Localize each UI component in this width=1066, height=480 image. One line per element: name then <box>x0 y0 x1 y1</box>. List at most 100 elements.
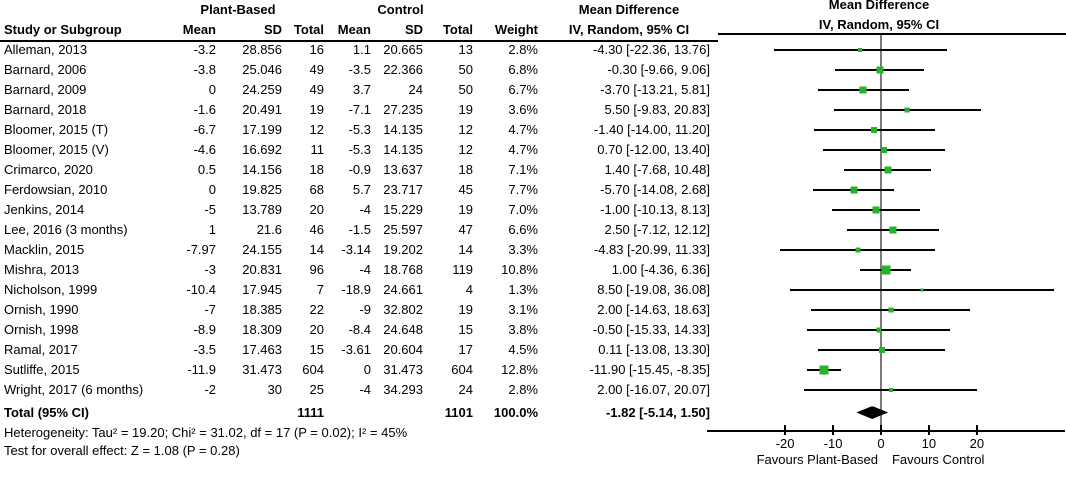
weight: 6.6% <box>508 222 538 237</box>
column-header-ci-text: IV, Random, 95% CI <box>568 22 690 37</box>
x-axis: -20 -10 0 10 20 Favours Plant-Based Favours Co… <box>707 425 1066 475</box>
c-sd: 34.293 <box>383 382 423 397</box>
effect-marker <box>881 147 888 153</box>
c-total: 12 <box>458 122 473 137</box>
axis-tick-label: 0 <box>877 436 885 451</box>
axis-tick-label: 20 <box>969 436 985 451</box>
c-sd: 20.604 <box>383 342 423 357</box>
heterogeneity-note: Heterogeneity: Tau² = 19.20; Chi² = 31.0… <box>4 425 408 440</box>
pb-sd: 30 <box>267 382 282 397</box>
effect-marker <box>819 365 829 375</box>
pb-total: 15 <box>309 342 324 357</box>
pb-total: 11 <box>310 142 325 157</box>
weight: 3.6% <box>508 102 538 117</box>
total-c-n: 1101 <box>444 405 473 420</box>
spacer <box>475 0 540 20</box>
spacer <box>373 403 425 422</box>
spacer <box>218 403 284 422</box>
c-total: 604 <box>451 362 473 377</box>
c-sd: 15.229 <box>383 202 423 217</box>
study-row: Sutliffe, 2015 -11.9 31.473 604 0 31.473 604 12… <box>0 360 1066 380</box>
weight: 2.8% <box>508 382 538 397</box>
plot-cell <box>718 200 1066 220</box>
c-total: 18 <box>458 162 473 177</box>
pb-mean: -7 <box>204 302 216 317</box>
c-total: 50 <box>458 62 473 77</box>
weight: 4.7% <box>508 142 538 157</box>
total-plot-cell <box>718 403 1066 422</box>
column-header-weight: Weight <box>494 22 538 37</box>
spacer <box>0 0 150 20</box>
study-name: Ornish, 1998 <box>4 322 79 337</box>
pb-mean: 0.5 <box>197 162 216 177</box>
c-total: 17 <box>458 342 473 357</box>
weight: 4.7% <box>508 122 538 137</box>
column-header-c-total: Total <box>442 22 473 37</box>
c-sd: 25.597 <box>383 222 423 237</box>
effect-marker <box>888 388 893 392</box>
pb-mean: -4.6 <box>193 142 216 157</box>
study-row: Jenkins, 2014 -5 13.789 20 -4 15.229 19 7.0% -1.… <box>0 200 1066 220</box>
study-row: Barnard, 2006 -3.8 25.046 49 -3.5 22.366 50 6.8… <box>0 60 1066 80</box>
total-ci-text: -1.82 [-5.14, 1.50] <box>605 405 710 420</box>
ci-text: -4.83 [-20.99, 11.33] <box>593 242 710 257</box>
c-total: 19 <box>458 302 473 317</box>
pb-sd: 24.155 <box>242 242 282 257</box>
ci-text: 5.50 [-9.83, 20.83] <box>604 102 710 117</box>
ci-text: 2.00 [-14.63, 18.63] <box>597 302 710 317</box>
c-total: 24 <box>458 382 473 397</box>
effect-marker <box>855 247 861 253</box>
pb-sd: 14.156 <box>242 162 282 177</box>
zero-line <box>880 35 882 430</box>
c-mean: -8.4 <box>348 322 371 337</box>
pb-mean: 0 <box>208 82 216 97</box>
c-sd: 20.665 <box>383 42 423 57</box>
column-header-c-sd: SD <box>404 22 423 37</box>
total-weight: 100.0% <box>493 405 538 420</box>
c-mean: -3.5 <box>348 62 371 77</box>
total-pb-n: 1111 <box>297 405 324 420</box>
effect-marker <box>884 166 892 174</box>
c-sd: 24.648 <box>383 322 423 337</box>
study-row: Bloomer, 2015 (V) -4.6 16.692 11 -5.3 14.135 1… <box>0 140 1066 160</box>
pb-total: 25 <box>309 382 324 397</box>
pb-sd: 16.692 <box>242 142 282 157</box>
c-total: 50 <box>458 82 473 97</box>
weight: 7.0% <box>508 202 538 217</box>
study-rows: Alleman, 2013 -3.2 28.856 16 1.1 20.665 13 2.8%… <box>0 40 1066 400</box>
weight: 6.7% <box>508 82 538 97</box>
weight: 12.8% <box>501 362 538 377</box>
pb-sd: 17.199 <box>242 122 282 137</box>
pb-total: 49 <box>309 62 324 77</box>
plot-cell <box>718 180 1066 200</box>
plot-cell <box>718 300 1066 320</box>
c-sd: 22.366 <box>383 62 423 77</box>
total-row: Total (95% CI) 1111 1101 100.0% -1.82 [-… <box>0 403 1066 422</box>
plot-cell <box>718 360 1066 380</box>
c-mean: -1.5 <box>348 222 371 237</box>
c-sd: 24 <box>408 82 423 97</box>
ci-text: 0.70 [-12.00, 13.40] <box>597 142 710 157</box>
pb-mean: -6.7 <box>193 122 216 137</box>
weight: 10.8% <box>501 262 538 277</box>
c-sd: 31.473 <box>383 362 423 377</box>
pb-total: 20 <box>309 322 324 337</box>
pb-sd: 18.309 <box>242 322 282 337</box>
pb-mean: -3.5 <box>193 342 216 357</box>
pb-sd: 24.259 <box>242 82 282 97</box>
study-name: Nicholson, 1999 <box>4 282 98 297</box>
plot-cell <box>718 280 1066 300</box>
c-mean: 3.7 <box>352 82 371 97</box>
c-sd: 23.717 <box>383 182 423 197</box>
pb-total: 19 <box>309 102 324 117</box>
pb-total: 68 <box>309 182 324 197</box>
group-header-plant-based: Plant-Based <box>200 2 276 17</box>
effect-marker <box>858 48 863 52</box>
axis-tick-label: 10 <box>921 436 937 451</box>
plot-header-divider <box>718 33 1066 35</box>
study-name: Bloomer, 2015 (V) <box>4 142 109 157</box>
mean-difference-plot-header: Mean Difference <box>828 0 930 12</box>
c-total: 45 <box>458 182 473 197</box>
c-sd: 19.202 <box>383 242 423 257</box>
